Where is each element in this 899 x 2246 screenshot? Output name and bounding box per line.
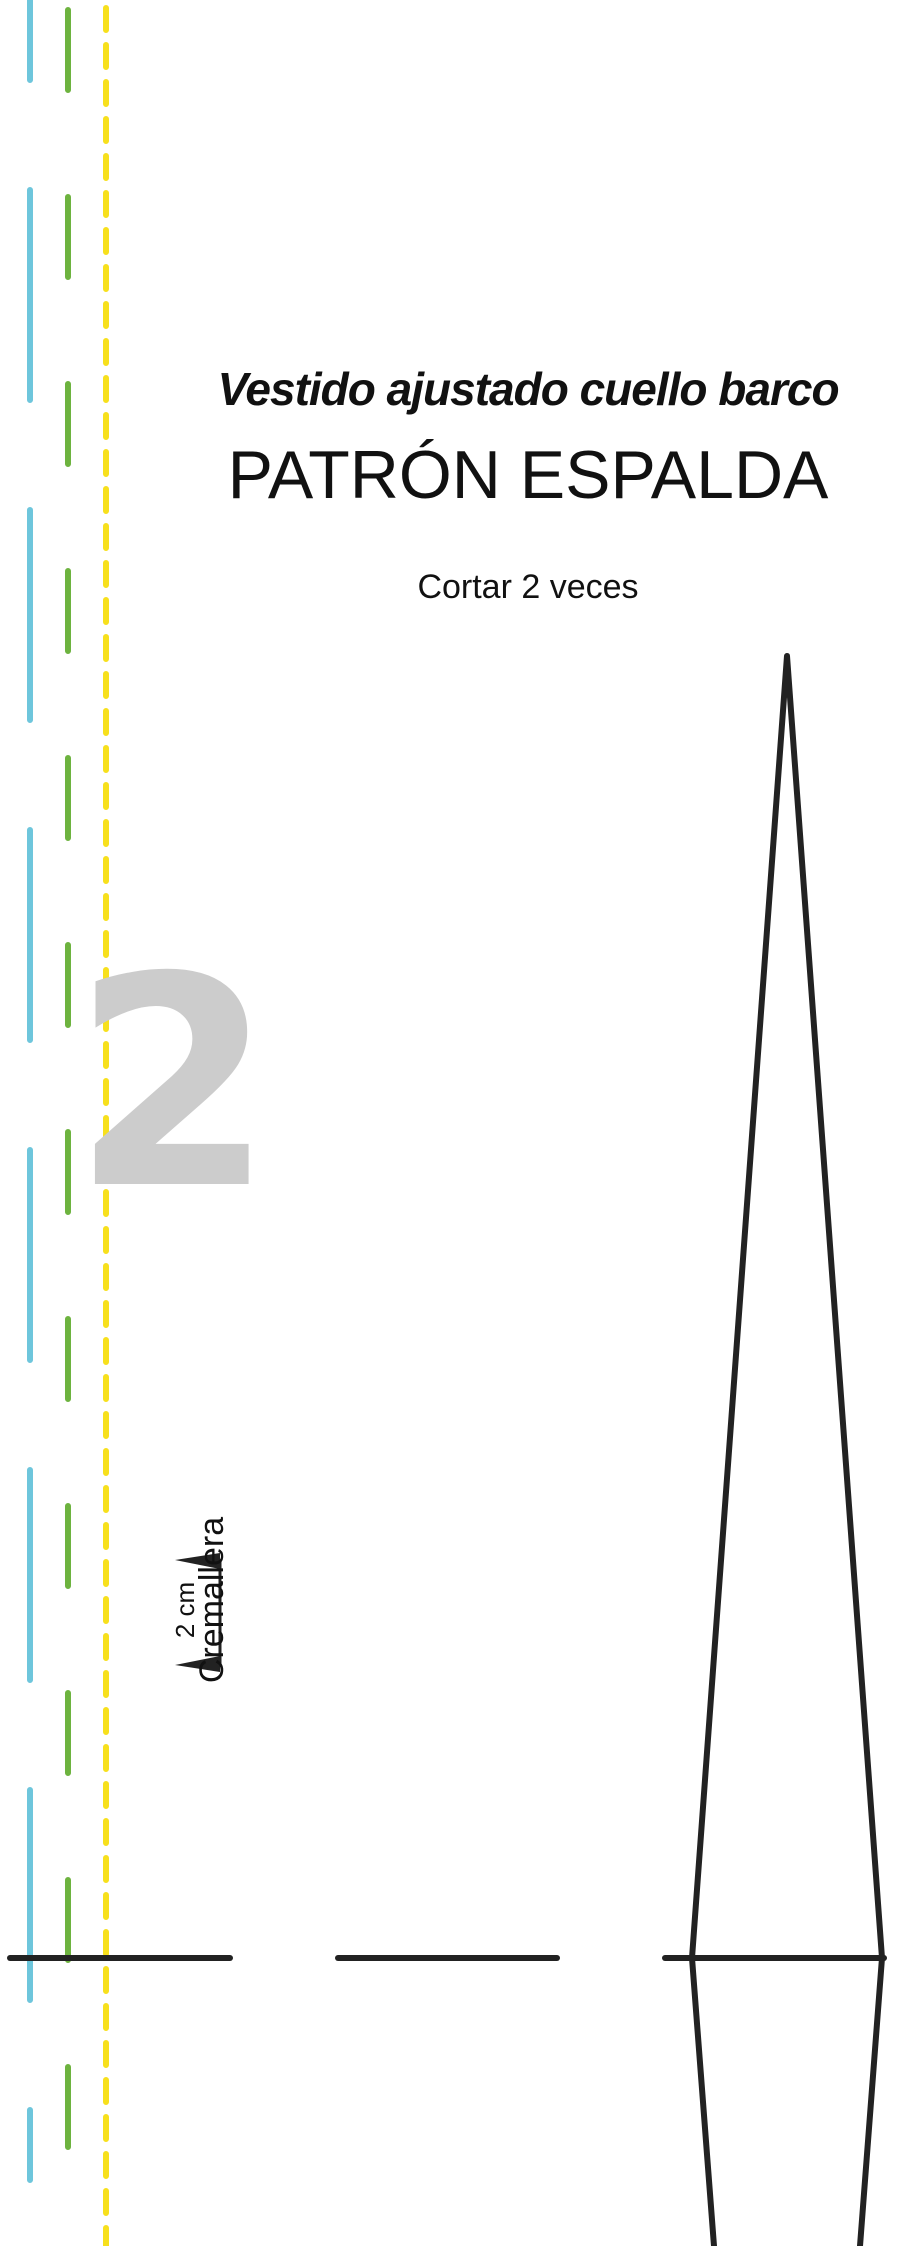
page-number: 2 <box>72 916 274 1253</box>
dart-outline <box>689 653 885 2246</box>
cut-instruction: Cortar 2 veces <box>417 568 639 606</box>
pattern-subtitle: Vestido ajustado cuello barco <box>217 363 839 415</box>
zipper-measure-label: 2 cm <box>170 1581 200 1639</box>
zipper-measure-arrow <box>175 1553 222 1672</box>
pattern-title: PATRÓN ESPALDA <box>227 437 829 513</box>
